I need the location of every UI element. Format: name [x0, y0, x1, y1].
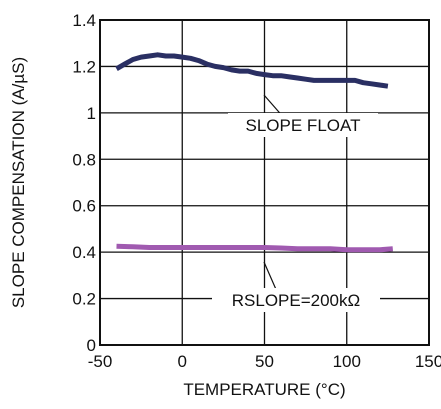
x-tick-label: 150 [415, 352, 441, 371]
y-tick-label: 0.8 [72, 150, 96, 169]
y-tick-label: 0 [87, 336, 96, 355]
y-tick-label: 1.4 [72, 11, 96, 30]
y-tick-label: 1 [87, 104, 96, 123]
annotation-layer: SLOPE FLOAT RSLOPE=200kΩ [212, 94, 380, 312]
x-tick-label: 50 [255, 352, 274, 371]
plot-frame [99, 19, 430, 346]
annotation-background [228, 113, 378, 137]
y-axis-title: SLOPE COMPENSATION (A/µS) [9, 57, 28, 308]
x-tick-label: -50 [88, 352, 113, 371]
series-annotation-label: SLOPE FLOAT [246, 116, 361, 135]
x-tick-label: 0 [178, 352, 187, 371]
y-tick-label: 0.4 [72, 243, 96, 262]
y-tick-label: 0.2 [72, 290, 96, 309]
annotation-background [212, 288, 380, 312]
y-tick-label: 0.6 [72, 197, 96, 216]
x-axis-title: TEMPERATURE (°C) [183, 380, 345, 399]
y-tick-label: 1.2 [72, 57, 96, 76]
series-layer [115, 52, 394, 253]
series-annotation-label: RSLOPE=200kΩ [232, 291, 360, 310]
series-line-1 [116, 243, 394, 253]
x-tick-label: 100 [333, 352, 361, 371]
series-line-0 [115, 52, 389, 89]
